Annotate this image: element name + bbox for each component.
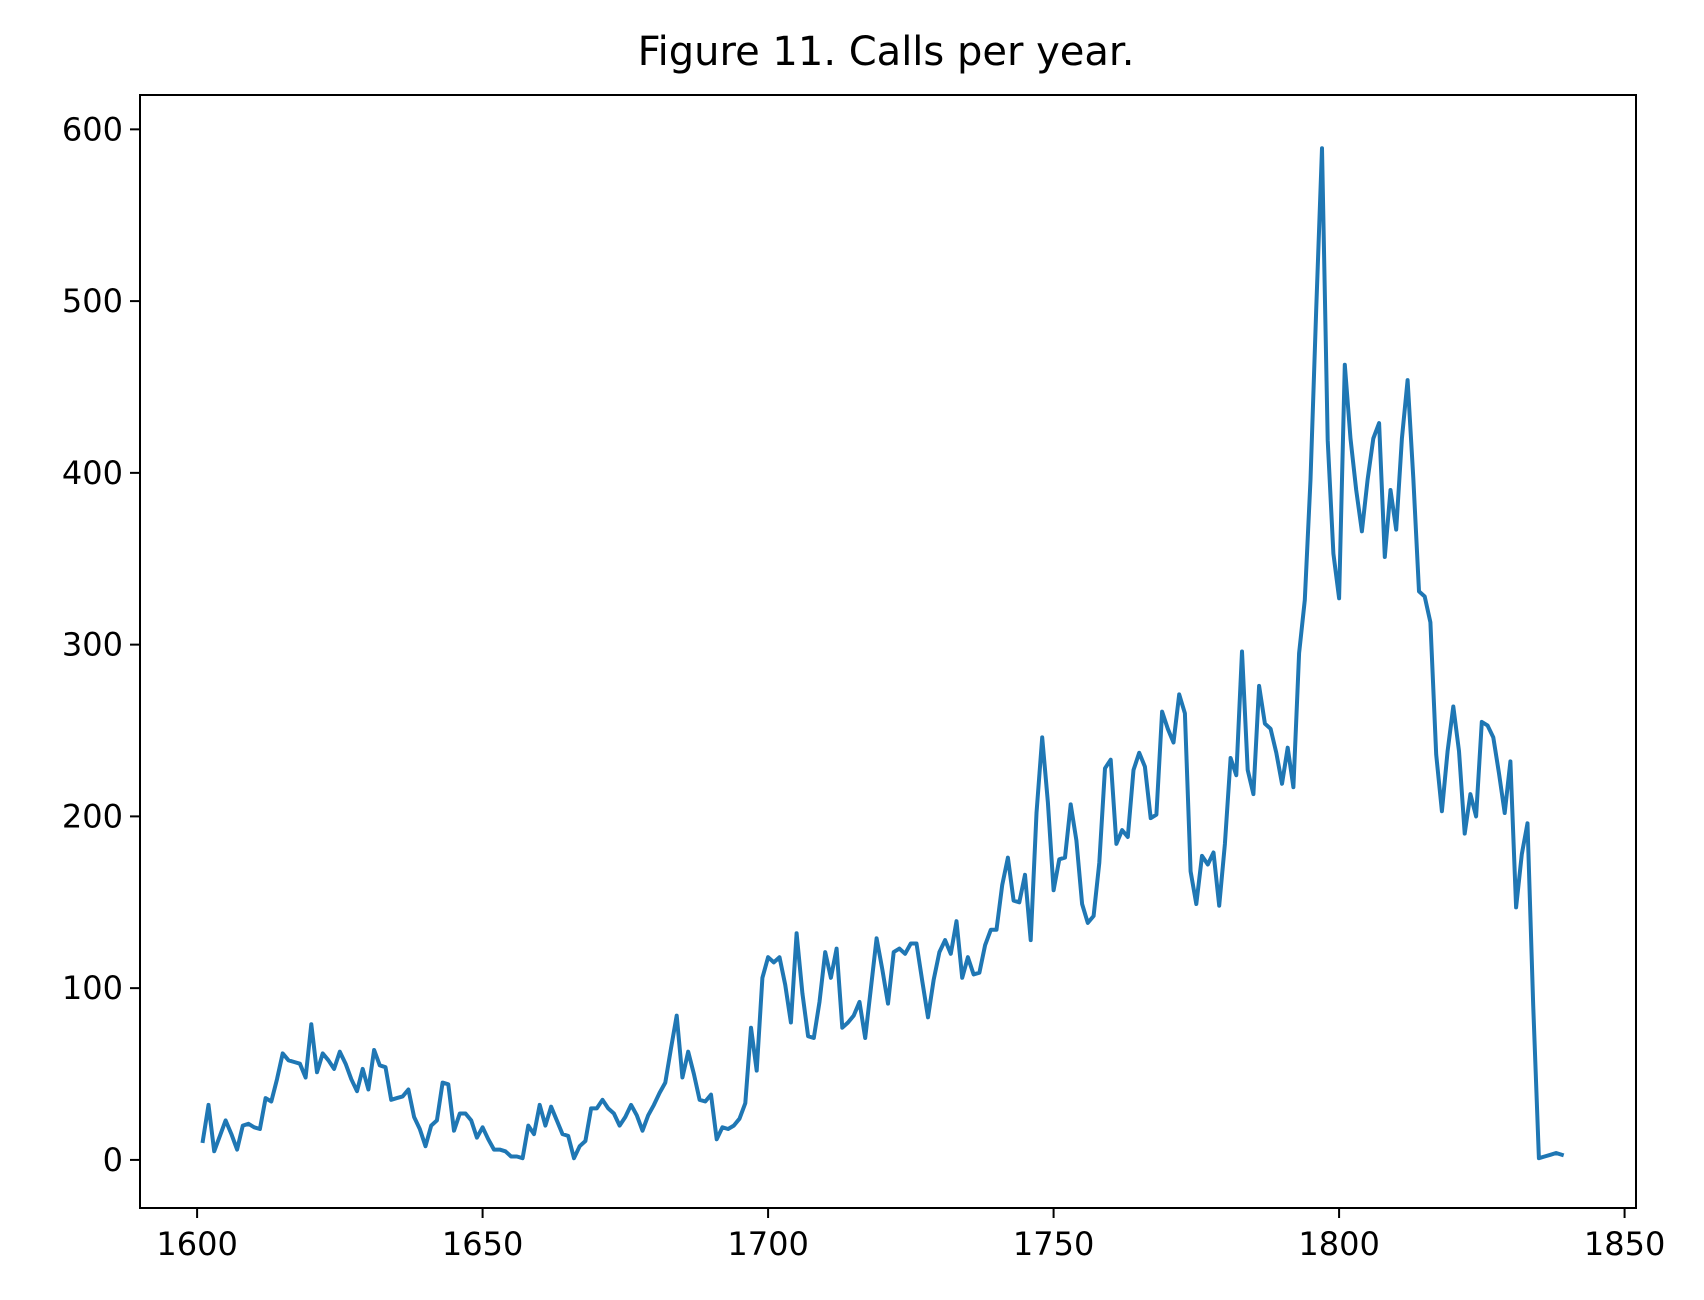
y-tick-label: 200 [62, 797, 123, 835]
series-layer [200, 146, 1565, 1161]
y-tick-label: 300 [62, 626, 123, 664]
x-tick-label: 1750 [1013, 1225, 1094, 1263]
x-tick-label: 1850 [1584, 1225, 1665, 1263]
y-tick-label: 0 [103, 1141, 123, 1179]
x-axis: 1600 1650 1700 1750 1800 1850 [156, 1208, 1665, 1263]
x-tick-label: 1800 [1298, 1225, 1379, 1263]
y-tick-label: 500 [62, 282, 123, 320]
plot-area-frame [139, 94, 1637, 1209]
chart-title: Figure 11. Calls per year. [638, 29, 1135, 75]
x-tick-label: 1600 [156, 1225, 237, 1263]
x-tick-label: 1650 [442, 1225, 523, 1263]
y-tick-label: 400 [62, 454, 123, 492]
series-line [200, 146, 1565, 1161]
x-tick-label: 1700 [727, 1225, 808, 1263]
y-tick-label: 100 [62, 969, 123, 1007]
y-axis: 0 100 200 300 400 500 600 [62, 110, 140, 1179]
y-tick-label: 600 [62, 110, 123, 148]
